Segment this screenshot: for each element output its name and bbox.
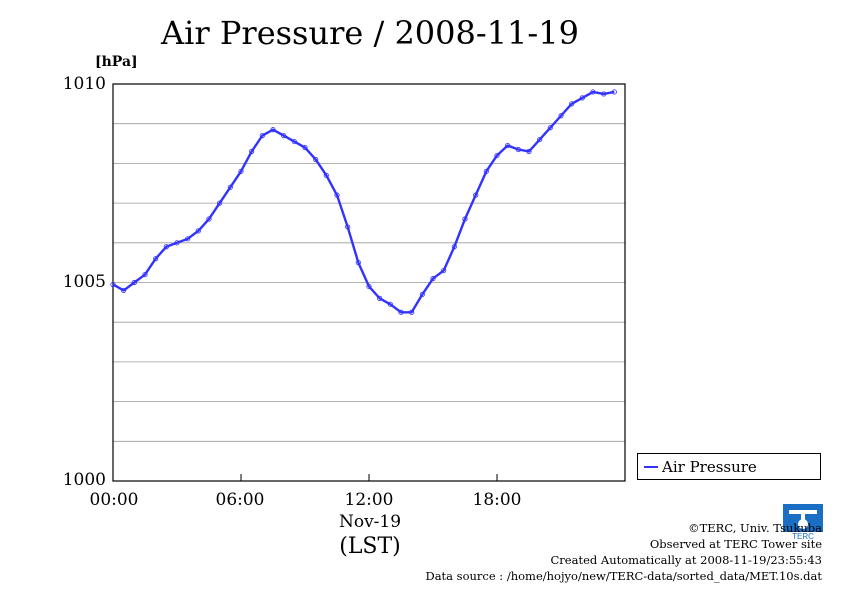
data-point bbox=[569, 101, 575, 107]
y-axis-unit: [hPa] bbox=[95, 54, 138, 70]
grid-lines bbox=[113, 123, 625, 442]
data-point bbox=[142, 271, 148, 278]
data-point bbox=[121, 287, 127, 294]
data-point bbox=[419, 291, 425, 298]
x-tick-0000: 00:00 bbox=[89, 490, 139, 510]
data-point bbox=[494, 152, 500, 159]
data-point bbox=[451, 244, 457, 250]
data-point bbox=[462, 216, 468, 222]
data-point bbox=[259, 133, 265, 139]
data-point bbox=[249, 148, 255, 155]
legend: Air Pressure bbox=[637, 453, 821, 480]
data-point bbox=[206, 216, 212, 222]
data-point bbox=[281, 133, 287, 139]
series-air-pressure bbox=[110, 89, 617, 315]
x-tick-0600: 06:00 bbox=[215, 490, 265, 510]
y-tick-1000: 1000 bbox=[62, 470, 106, 490]
credit-source: Data source : /home/hojyo/new/TERC-data/… bbox=[425, 569, 822, 583]
terc-logo: TERC bbox=[783, 504, 823, 540]
data-point bbox=[302, 144, 308, 151]
credit-site: Observed at TERC Tower site bbox=[649, 537, 822, 551]
data-point bbox=[345, 224, 351, 230]
data-point bbox=[238, 168, 244, 174]
data-point bbox=[430, 275, 436, 282]
axis-ticks bbox=[112, 474, 626, 481]
data-point bbox=[409, 309, 415, 315]
data-point bbox=[131, 279, 137, 286]
legend-swatch bbox=[644, 465, 658, 468]
credit-created: Created Automatically at 2008-11-19/23:5… bbox=[550, 553, 823, 567]
data-point bbox=[227, 184, 233, 190]
data-point bbox=[334, 192, 340, 198]
x-tick-1200: 12:00 bbox=[344, 490, 394, 510]
credits: ©TERC, Univ. Tsukuba Observed at TERC To… bbox=[425, 520, 822, 584]
data-point bbox=[398, 309, 404, 315]
data-point bbox=[537, 136, 543, 143]
data-point bbox=[291, 138, 297, 145]
data-point bbox=[163, 244, 169, 250]
data-point bbox=[195, 228, 201, 234]
data-point bbox=[377, 295, 383, 301]
data-point bbox=[579, 95, 585, 101]
data-point bbox=[217, 200, 223, 206]
legend-label: Air Pressure bbox=[662, 457, 757, 476]
data-point bbox=[473, 192, 479, 198]
credit-copyright: ©TERC, Univ. Tsukuba bbox=[688, 521, 822, 535]
data-point bbox=[185, 236, 191, 242]
data-point bbox=[611, 89, 617, 95]
data-point bbox=[387, 301, 393, 307]
data-point bbox=[558, 113, 564, 119]
data-point bbox=[153, 256, 159, 262]
series-line bbox=[112, 90, 615, 314]
logo-text: TERC bbox=[792, 532, 814, 540]
y-tick-1005: 1005 bbox=[62, 272, 106, 292]
y-tick-1010: 1010 bbox=[62, 74, 106, 94]
data-point bbox=[483, 168, 489, 174]
data-point bbox=[505, 142, 511, 149]
data-point bbox=[323, 172, 329, 178]
x-tick-1800: 18:00 bbox=[472, 490, 522, 510]
data-point bbox=[590, 89, 596, 95]
x-axis-date: Nov-19 bbox=[338, 512, 402, 532]
data-point bbox=[174, 240, 180, 246]
data-point bbox=[601, 91, 607, 97]
data-point bbox=[366, 283, 372, 290]
data-point bbox=[270, 127, 276, 133]
data-point bbox=[547, 125, 553, 131]
data-point bbox=[313, 156, 319, 163]
data-point bbox=[110, 281, 116, 288]
data-point bbox=[441, 267, 447, 274]
chart-title: Air Pressure / 2008-11-19 bbox=[161, 14, 579, 52]
data-point bbox=[515, 146, 521, 153]
x-axis-label: (LST) bbox=[339, 534, 401, 559]
data-point bbox=[526, 148, 532, 155]
data-point bbox=[355, 260, 361, 266]
